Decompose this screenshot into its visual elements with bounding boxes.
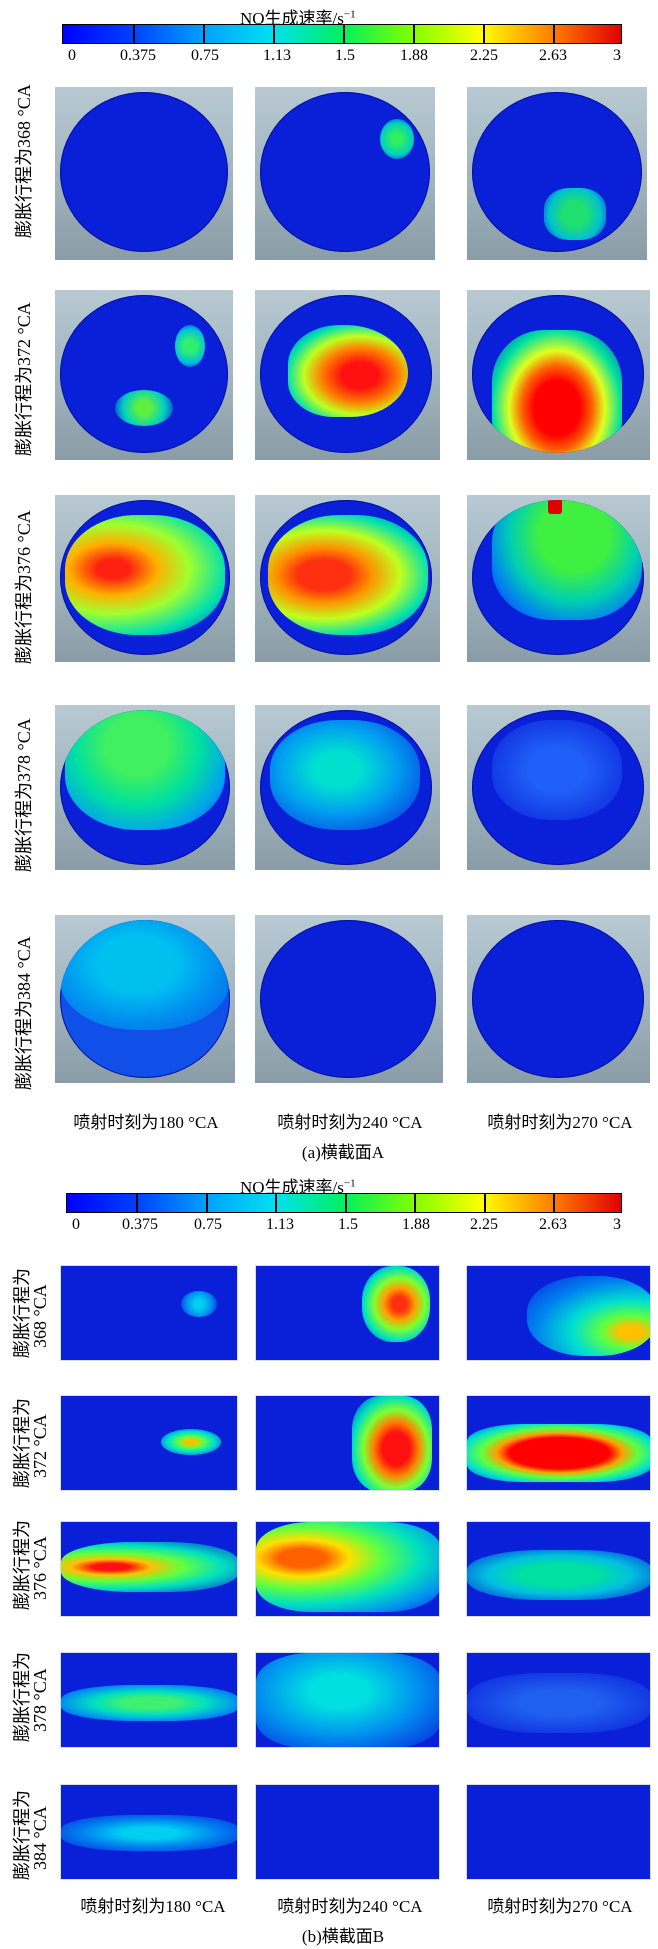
colorbar-a-title-text: NO生成速率/s (240, 9, 344, 28)
section-b-caption: (b)横截面B (301, 1927, 385, 1946)
section-a-row-label-1: 膨胀行程为368 °CA (14, 84, 34, 238)
section-b-panel-368-240 (255, 1265, 440, 1361)
colorbar-a (62, 24, 622, 44)
section-a-row-label-2: 膨胀行程为372 °CA (14, 302, 34, 456)
section-a-col-label-180: 喷射时刻为180 °CA (73, 1113, 219, 1132)
colorbar-a-tick-8: 3 (613, 47, 621, 64)
colorbar-b-tick-0: 0 (72, 1216, 80, 1233)
colorbar-b-tick-4: 1.5 (338, 1216, 358, 1233)
section-b-col-label-270: 喷射时刻为270 °CA (487, 1897, 633, 1916)
section-a-panel-376-180 (55, 495, 235, 662)
section-a-panel-376-240 (255, 495, 440, 662)
section-b-row-label-4b: 378 °CA (30, 1668, 50, 1732)
section-a-row-label-5: 膨胀行程为384 °CA (14, 936, 34, 1090)
colorbar-b-tick-7: 2.63 (539, 1216, 567, 1233)
colorbar-b-tick-8: 3 (613, 1216, 621, 1233)
section-a-panel-384-240 (255, 915, 443, 1083)
section-b-panel-372-180 (60, 1395, 238, 1491)
colorbar-b-tick-1: 0.375 (122, 1216, 158, 1233)
section-a-panel-372-180 (55, 290, 233, 460)
section-b-panel-368-270 (466, 1265, 651, 1361)
section-a-panel-368-240 (255, 87, 435, 260)
section-b-panel-384-180 (60, 1784, 238, 1880)
colorbar-a-tick-2: 0.75 (191, 47, 219, 64)
section-a-row-label-4: 膨胀行程为378 °CA (14, 718, 34, 872)
colorbar-a-tick-5: 1.88 (400, 47, 428, 64)
section-b-panel-376-180 (60, 1521, 238, 1617)
section-b-panel-368-180 (60, 1265, 238, 1361)
colorbar-b (66, 1193, 622, 1213)
colorbar-b-title-text: NO生成速率/s (240, 1178, 344, 1197)
colorbar-b-title-sup: −1 (343, 1177, 356, 1190)
section-a-row-label-3: 膨胀行程为376 °CA (14, 510, 34, 664)
colorbar-a-title: NO生成速率/s−1 (240, 4, 356, 29)
colorbar-a-tick-7: 2.63 (539, 47, 567, 64)
section-b-col-label-180: 喷射时刻为180 °CA (80, 1897, 226, 1916)
section-b-row-label-3b: 376 °CA (30, 1536, 50, 1600)
section-b-row-label-1b: 368 °CA (30, 1284, 50, 1348)
section-a-panel-384-270 (467, 915, 650, 1083)
section-b-row-label-2b: 372 °CA (30, 1414, 50, 1478)
section-b-panel-376-270 (466, 1521, 651, 1617)
section-b-panel-372-270 (466, 1395, 651, 1491)
section-b-col-label-240: 喷射时刻为240 °CA (277, 1897, 423, 1916)
colorbar-a-tick-0: 0 (68, 47, 76, 64)
section-a-col-label-270: 喷射时刻为270 °CA (487, 1113, 633, 1132)
colorbar-a-title-sup: −1 (343, 8, 356, 21)
section-a-panel-378-240 (255, 705, 440, 870)
colorbar-b-tick-6: 2.25 (470, 1216, 498, 1233)
colorbar-b-title: NO生成速率/s−1 (240, 1173, 356, 1198)
colorbar-b-tick-3: 1.13 (266, 1216, 294, 1233)
colorbar-a-tick-6: 2.25 (470, 47, 498, 64)
colorbar-b-tick-5: 1.88 (402, 1216, 430, 1233)
section-b-panel-378-270 (466, 1652, 651, 1748)
section-a-panel-376-270 (467, 495, 650, 662)
section-b-panel-384-240 (255, 1784, 440, 1880)
section-a-panel-368-270 (467, 87, 647, 260)
colorbar-a-tick-3: 1.13 (263, 47, 291, 64)
section-a-caption: (a)横截面A (301, 1143, 385, 1162)
section-a-panel-384-180 (55, 915, 235, 1083)
section-b-panel-384-270 (466, 1784, 651, 1880)
colorbar-a-tick-1: 0.375 (120, 47, 156, 64)
section-b-panel-378-180 (60, 1652, 238, 1748)
section-b-panel-376-240 (255, 1521, 440, 1617)
section-a-panel-372-240 (255, 290, 440, 460)
colorbar-b-tick-2: 0.75 (194, 1216, 222, 1233)
section-a-col-label-240: 喷射时刻为240 °CA (277, 1113, 423, 1132)
section-a-panel-372-270 (467, 290, 650, 460)
section-a-panel-378-270 (467, 705, 650, 870)
section-b-row-label-5b: 384 °CA (30, 1806, 50, 1870)
section-a-panel-368-180 (55, 87, 233, 260)
section-b-panel-372-240 (255, 1395, 440, 1491)
section-a-panel-378-180 (55, 705, 235, 870)
colorbar-a-tick-4: 1.5 (335, 47, 355, 64)
section-b-panel-378-240 (255, 1652, 440, 1748)
